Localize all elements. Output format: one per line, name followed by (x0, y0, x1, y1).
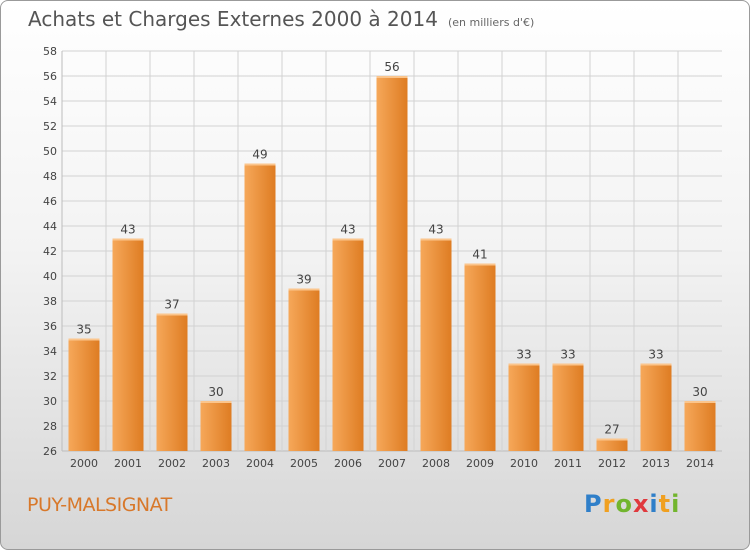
bar-2008 (420, 238, 452, 451)
x-tick-label: 2006 (334, 457, 362, 470)
x-tick-label: 2011 (554, 457, 582, 470)
bar-top-highlight (376, 76, 408, 78)
bar-2009 (464, 263, 496, 451)
commune-name: PUY-MALSIGNAT (27, 494, 172, 516)
bar-top-highlight (596, 438, 628, 441)
x-tick-label: 2007 (378, 457, 406, 470)
x-tick-label: 2012 (598, 457, 626, 470)
bar-value-label: 35 (76, 323, 91, 337)
bar-top-highlight (288, 288, 320, 291)
bar-2014 (684, 401, 716, 451)
bar-top-highlight (68, 338, 100, 341)
y-tick-label: 32 (43, 370, 57, 383)
bar-2011 (552, 363, 584, 451)
bar-top-highlight (552, 363, 584, 366)
bar-top-highlight (156, 313, 188, 316)
y-tick-label: 34 (43, 345, 57, 358)
bar-value-label: 41 (472, 248, 487, 262)
bar-value-label: 30 (208, 385, 223, 399)
y-tick-label: 54 (43, 95, 57, 108)
proxiti-logo: Proxiti (584, 490, 680, 518)
bar-value-label: 43 (340, 223, 355, 237)
bar-top-highlight (244, 163, 276, 166)
bar-value-label: 33 (560, 348, 575, 362)
y-tick-label: 56 (43, 70, 57, 83)
y-tick-label: 26 (43, 445, 57, 458)
bar-2010 (508, 363, 540, 451)
y-tick-label: 28 (43, 420, 57, 433)
x-tick-label: 2013 (642, 457, 670, 470)
y-tick-label: 36 (43, 320, 57, 333)
bar-top-highlight (420, 238, 452, 241)
x-tick-label: 2004 (246, 457, 274, 470)
y-tick-label: 52 (43, 120, 57, 133)
bar-value-label: 27 (604, 423, 619, 437)
bar-2005 (288, 288, 320, 451)
bar-value-label: 30 (692, 385, 707, 399)
bar-value-label: 56 (384, 60, 399, 74)
bar-value-label: 43 (120, 223, 135, 237)
y-tick-label: 42 (43, 245, 57, 258)
bar-2006 (332, 238, 364, 451)
x-tick-label: 2000 (70, 457, 98, 470)
bar-top-highlight (640, 363, 672, 366)
bar-2003 (200, 401, 232, 451)
x-tick-label: 2002 (158, 457, 186, 470)
y-tick-label: 58 (43, 45, 57, 58)
y-tick-label: 38 (43, 295, 57, 308)
logo-letter: r (602, 490, 616, 518)
logo-letter: i (649, 490, 659, 518)
y-tick-label: 50 (43, 145, 57, 158)
y-tick-label: 40 (43, 270, 57, 283)
chart-subtitle: (en milliers d'€) (447, 16, 535, 29)
bar-value-label: 33 (516, 348, 531, 362)
bar-2002 (156, 313, 188, 451)
bar-value-label: 37 (164, 298, 179, 312)
x-tick-label: 2003 (202, 457, 230, 470)
logo-letter: i (671, 490, 681, 518)
bar-2004 (244, 163, 276, 451)
bar-2012 (596, 438, 628, 451)
x-tick-label: 2009 (466, 457, 494, 470)
y-tick-label: 44 (43, 220, 57, 233)
bar-2001 (112, 238, 144, 451)
bar-value-label: 33 (648, 348, 663, 362)
chart-title: Achats et Charges Externes 2000 à 2014 (e… (28, 7, 535, 31)
bar-2007 (376, 76, 408, 451)
logo-letter: o (615, 490, 633, 518)
y-tick-label: 30 (43, 395, 57, 408)
bar-2000 (68, 338, 100, 451)
bar-top-highlight (684, 401, 716, 403)
y-tick-label: 48 (43, 170, 57, 183)
logo-letter: P (584, 490, 603, 518)
bar-value-label: 43 (428, 223, 443, 237)
bar-2013 (640, 363, 672, 451)
bar-top-highlight (508, 363, 540, 366)
bar-value-label: 49 (252, 148, 267, 162)
bar-top-highlight (200, 401, 232, 403)
logo-letter: x (632, 490, 650, 518)
bar-top-highlight (464, 263, 496, 266)
y-tick-label: 46 (43, 195, 57, 208)
logo-letter: t (658, 490, 672, 518)
x-tick-label: 2005 (290, 457, 318, 470)
x-tick-label: 2001 (114, 457, 142, 470)
bar-top-highlight (332, 238, 364, 241)
x-tick-label: 2010 (510, 457, 538, 470)
x-tick-label: 2014 (686, 457, 714, 470)
x-tick-label: 2008 (422, 457, 450, 470)
bar-top-highlight (112, 238, 144, 241)
bar-value-label: 39 (296, 273, 311, 287)
